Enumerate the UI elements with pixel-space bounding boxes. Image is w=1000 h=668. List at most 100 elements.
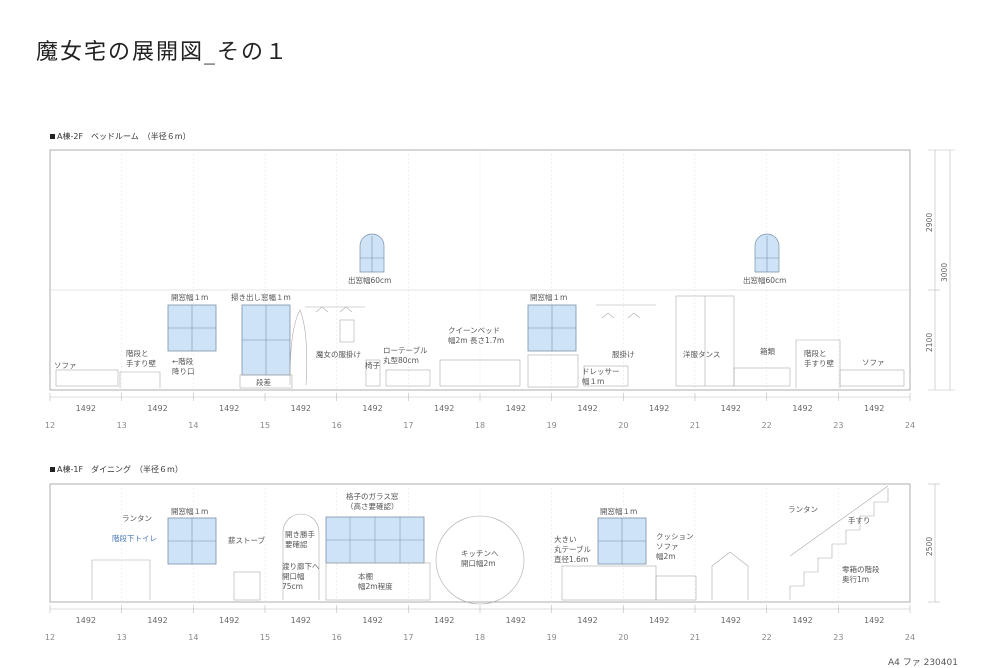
top-dimensions: 1492 1492 1492 1492 1492 1492 1492 1492 1492 1492… bbox=[49, 393, 911, 413]
axis-label: 16 bbox=[332, 421, 342, 430]
axis-label: 12 bbox=[45, 421, 55, 430]
dim-label: 1492 bbox=[291, 616, 311, 625]
label-glass-window: 格子のガラス窓（高さ要確認） bbox=[346, 491, 399, 511]
dim-label: 1492 bbox=[864, 404, 884, 413]
dim-label: 1492 bbox=[721, 616, 741, 625]
bottom-window-1 bbox=[167, 517, 217, 565]
axis-label: 15 bbox=[260, 633, 270, 642]
label-stairs-front: 零箱の階段奥行1m bbox=[842, 564, 880, 584]
section-bottom-label-text: A棟-1F ダイニング （半径６m） bbox=[57, 465, 183, 474]
axis-label: 19 bbox=[547, 421, 557, 430]
label-queen-bed: クイーンベッド幅2m 長さ1.7m bbox=[448, 326, 504, 345]
window-large bbox=[239, 304, 293, 389]
label-lantern-right: ランタン bbox=[788, 505, 818, 514]
axis-label: 24 bbox=[905, 633, 915, 642]
dim-label: 1492 bbox=[721, 404, 741, 413]
footer-note: A4 ファ 230401 bbox=[888, 658, 958, 668]
label-witch-coat: 魔女の服掛け bbox=[316, 349, 361, 359]
label-chair: 椅子 bbox=[365, 360, 380, 370]
section-top-label-text: A棟-2F ベッドルーム （半径６m） bbox=[57, 132, 191, 141]
section-top-label: A棟-2F ベッドルーム （半径６m） bbox=[50, 131, 191, 142]
label-step: 段差 bbox=[256, 377, 271, 387]
label-boxes: 箱類 bbox=[760, 346, 775, 356]
dim-label: 1492 bbox=[291, 404, 311, 413]
label-toilet: 階段下トイレ bbox=[112, 533, 157, 543]
top-vdim-2100: 2100 bbox=[925, 333, 934, 352]
label-low-table: ローテーブル丸型80cm bbox=[383, 345, 428, 365]
label-round-window-1: 出窓幅60cm bbox=[348, 275, 391, 285]
top-grid bbox=[121, 150, 839, 390]
axis-label: 14 bbox=[188, 633, 198, 642]
label-bottom-window-1: 開窓幅１m bbox=[171, 506, 208, 516]
top-vdim-2900: 2900 bbox=[925, 213, 934, 232]
top-axis-labels: 12 13 14 15 16 17 18 19 20 21 22 23 24 bbox=[45, 421, 915, 430]
dim-label: 1492 bbox=[76, 616, 96, 625]
label-swing-door: 開き勝手要確認 bbox=[285, 529, 315, 549]
label-wardrobe: 洋服タンス bbox=[683, 349, 720, 359]
label-handrail: 手すり bbox=[848, 515, 871, 525]
axis-label: 14 bbox=[188, 421, 198, 430]
axis-label: 21 bbox=[690, 421, 700, 430]
dim-label: 1492 bbox=[219, 616, 239, 625]
label-stairs-wall-right: 階段と手すり壁 bbox=[804, 348, 834, 368]
axis-label: 21 bbox=[690, 633, 700, 642]
label-stairs-wall: 階段と手すり壁 bbox=[126, 348, 156, 368]
label-sofa-right: ソファ bbox=[862, 358, 885, 367]
round-window-1 bbox=[359, 233, 385, 273]
axis-label: 18 bbox=[475, 633, 485, 642]
label-window-2: 開窓幅１m bbox=[530, 292, 567, 302]
label-bottom-window-2: 開窓幅１m bbox=[600, 506, 637, 516]
label-hanger: 服掛け bbox=[612, 349, 635, 359]
bottom-axis-labels: 12 13 14 15 16 17 18 19 20 21 22 23 24 bbox=[45, 633, 915, 642]
axis-label: 16 bbox=[332, 633, 342, 642]
round-window-2 bbox=[754, 233, 780, 273]
glass-window bbox=[325, 516, 425, 564]
dim-label: 1492 bbox=[864, 616, 884, 625]
dim-label: 1492 bbox=[649, 404, 669, 413]
axis-label: 12 bbox=[45, 633, 55, 642]
axis-label: 20 bbox=[618, 633, 628, 642]
dim-label: 1492 bbox=[362, 616, 382, 625]
axis-label: 23 bbox=[833, 633, 843, 642]
label-lantern-left: ランタン bbox=[122, 514, 152, 523]
axis-label: 23 bbox=[833, 421, 843, 430]
label-window-1: 開窓幅１m bbox=[171, 292, 208, 302]
label-dresser: ドレッサー幅１m bbox=[582, 367, 620, 386]
bottom-elevation: ランタン 階段下トイレ 開窓幅１m 薪ストーブ 開き勝手要確認 渡り廊下へ開口幅… bbox=[45, 483, 940, 642]
dim-label: 1492 bbox=[434, 404, 454, 413]
bottom-dimensions: 1492 1492 1492 1492 1492 1492 1492 1492 1492 1492… bbox=[49, 605, 911, 625]
label-kitchen: キッチンへ開口幅2m bbox=[461, 549, 499, 568]
axis-label: 15 bbox=[260, 421, 270, 430]
axis-label: 22 bbox=[762, 421, 772, 430]
top-furniture bbox=[55, 295, 905, 388]
axis-label: 19 bbox=[547, 633, 557, 642]
window-2 bbox=[527, 304, 577, 352]
dim-label: 1492 bbox=[219, 404, 239, 413]
bottom-furniture bbox=[91, 485, 889, 605]
top-elevation: ソファ 階段と手すり壁 ←階段降り口 開窓幅１m 掃き出し窓幅１m 段差 魔女の… bbox=[45, 149, 955, 430]
dim-label: 1492 bbox=[147, 404, 167, 413]
label-bookshelf: 本棚幅2m程度 bbox=[358, 571, 393, 591]
axis-label: 18 bbox=[475, 421, 485, 430]
window-1 bbox=[167, 304, 217, 352]
dim-label: 1492 bbox=[76, 404, 96, 413]
axis-label: 17 bbox=[403, 421, 413, 430]
label-stairs-down: ←階段降り口 bbox=[172, 356, 195, 376]
dim-label: 1492 bbox=[506, 404, 526, 413]
bottom-window-2 bbox=[597, 517, 647, 565]
axis-label: 17 bbox=[403, 633, 413, 642]
axis-label: 13 bbox=[117, 421, 127, 430]
axis-label: 22 bbox=[762, 633, 772, 642]
page-title: 魔女宅の展開図_その１ bbox=[36, 40, 290, 65]
label-stove: 薪ストーブ bbox=[228, 535, 266, 545]
section-bottom-label: A棟-1F ダイニング （半径６m） bbox=[50, 464, 183, 475]
dim-label: 1492 bbox=[792, 616, 812, 625]
label-sofa-left: ソファ bbox=[54, 361, 77, 370]
label-big-table: 大きい丸テーブル直径1.6m bbox=[554, 534, 592, 564]
dim-label: 1492 bbox=[506, 616, 526, 625]
label-corridor: 渡り廊下へ開口幅 75cm bbox=[282, 561, 320, 591]
dim-label: 1492 bbox=[792, 404, 812, 413]
dim-label: 1492 bbox=[577, 404, 597, 413]
axis-label: 20 bbox=[618, 421, 628, 430]
